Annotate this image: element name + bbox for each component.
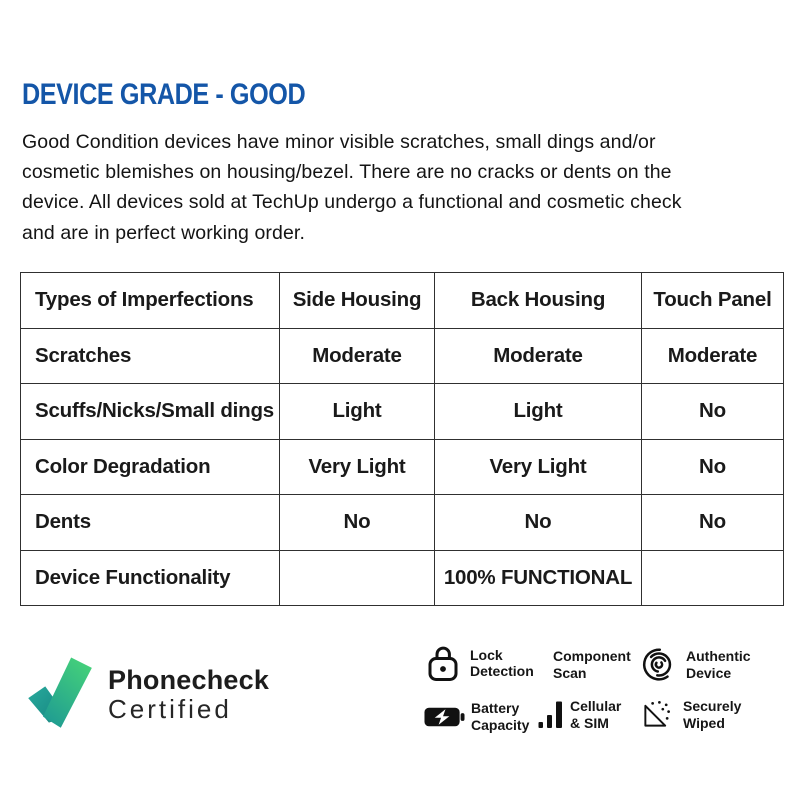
imperfections-table: Types of Imperfections Side Housing Back… [20,272,784,606]
feature-label: Battery [471,700,520,716]
cell-value [279,549,435,606]
wipe-icon [641,699,672,730]
cell-value: No [641,438,784,495]
feature-battery-capacity: Battery Capacity [424,700,529,733]
feature-label: Component [553,648,631,664]
table-header-row: Types of Imperfections Side Housing Back… [20,272,784,329]
cell-value: Light [434,383,642,440]
cell-value [641,549,784,606]
cell-value: No [434,494,642,551]
feature-component-scan: Component Scan [553,648,631,681]
row-label: Device Functionality [20,549,280,606]
feature-securely-wiped: Securely Wiped [641,698,741,731]
feature-label: Cellular [570,698,622,714]
page-title: DEVICE GRADE - GOOD [22,78,306,111]
functional-status: 100% FUNCTIONAL [434,549,642,606]
header-touch-panel: Touch Panel [641,272,784,329]
cell-value: No [641,383,784,440]
row-label: Scratches [20,327,280,384]
header-side-housing: Side Housing [279,272,435,329]
signal-bars-icon [538,701,564,729]
row-label: Scuffs/Nicks/Small dings [20,383,280,440]
header-back-housing: Back Housing [434,272,642,329]
feature-label: Authentic [686,648,751,664]
feature-label: Scan [553,664,587,681]
condition-description: Good Condition devices have minor visibl… [22,131,682,244]
cell-value: Moderate [279,327,435,384]
feature-label: Device [686,664,732,681]
feature-label: & SIM [570,714,609,731]
cell-value: Light [279,383,435,440]
feature-label: Detection [470,663,534,679]
table-row: Scratches Moderate Moderate Moderate [20,327,784,384]
lock-icon [428,644,458,682]
checkmark-icon [28,657,92,728]
row-label: Color Degradation [20,438,280,495]
table-row: Scuffs/Nicks/Small dings Light Light No [20,383,784,440]
phonecheck-brand-text: Phonecheck [108,665,270,695]
feature-cellular-sim: Cellular & SIM [538,698,621,731]
cell-value: No [641,494,784,551]
table-row: Dents No No No [20,494,784,551]
battery-icon [424,705,465,729]
row-label: Dents [20,494,280,551]
cell-value: Moderate [434,327,642,384]
feature-label: Capacity [471,716,530,733]
feature-lock-detection: Lock Detection [428,644,534,682]
cell-value: No [279,494,435,551]
feature-label: Wiped [683,714,725,731]
header-types-of-imperfections: Types of Imperfections [20,272,280,329]
feature-authentic-device: Authentic Device [641,646,751,683]
cell-value: Very Light [434,438,642,495]
feature-label: Lock [470,646,503,663]
fingerprint-icon [641,646,677,683]
cell-value: Very Light [279,438,435,495]
feature-label: Securely [683,698,742,714]
phonecheck-certified-text: Certified [108,694,232,724]
table-row: Color Degradation Very Light Very Light … [20,438,784,495]
cell-value: Moderate [641,327,784,384]
table-row: Device Functionality 100% FUNCTIONAL [20,549,784,606]
phonecheck-logo: Phonecheck Certified [26,650,269,736]
